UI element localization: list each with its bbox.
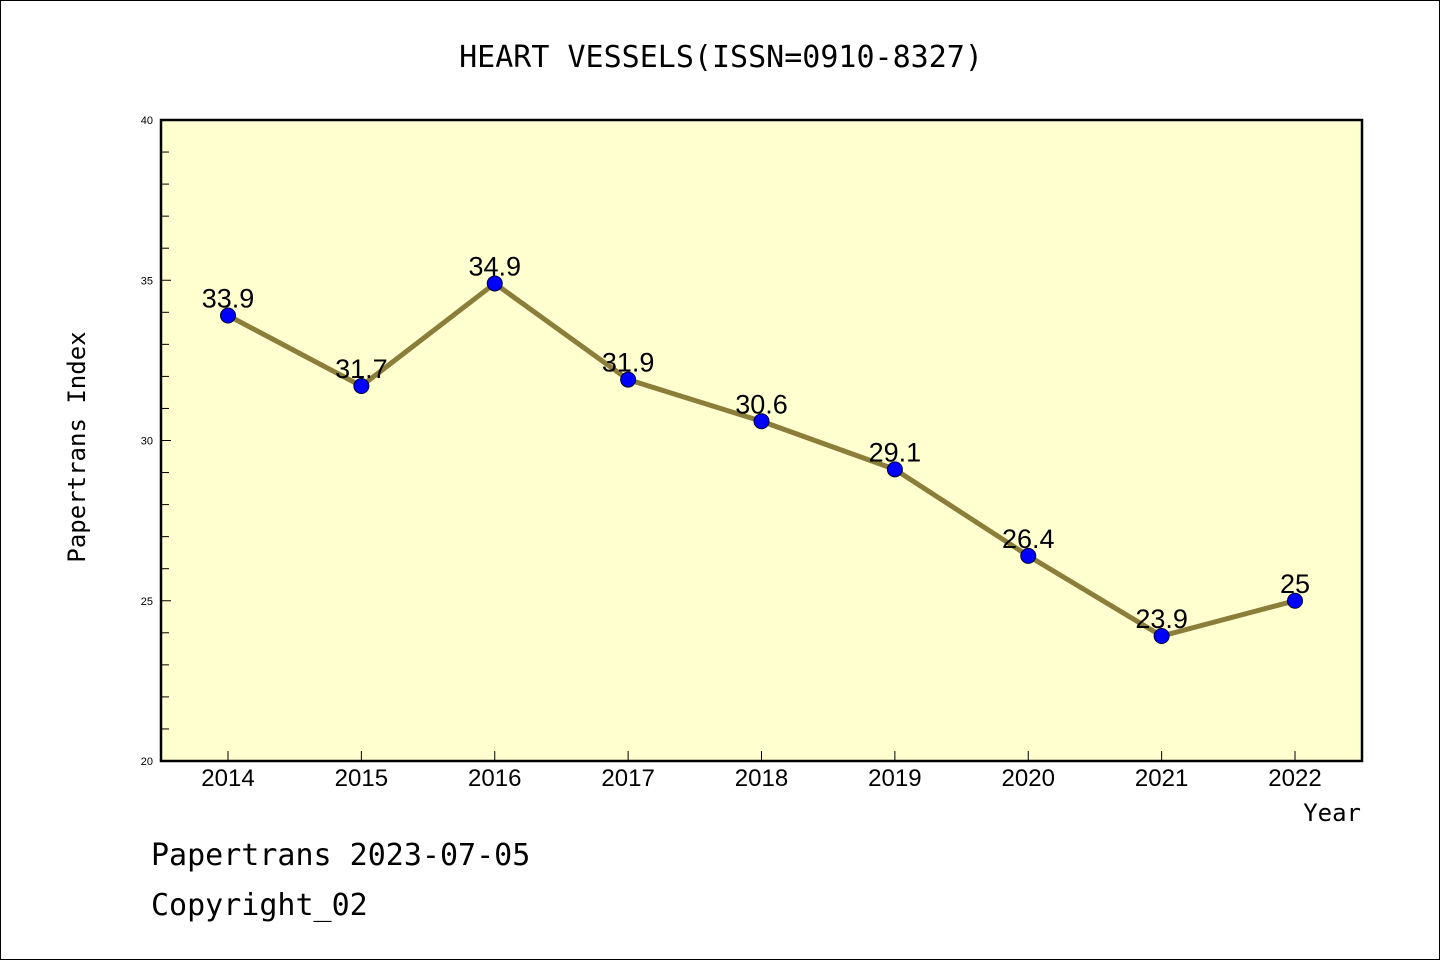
data-point <box>1020 547 1037 564</box>
data-label: 26.4 <box>1002 524 1055 554</box>
y-tick-label: 35 <box>141 275 153 287</box>
data-label: 25 <box>1280 569 1310 599</box>
y-tick-label: 40 <box>141 115 153 127</box>
data-label: 33.9 <box>202 284 255 314</box>
data-label: 30.6 <box>735 389 788 419</box>
y-tick-label: 20 <box>141 756 153 768</box>
y-axis: 20 25 30 35 40 <box>141 115 171 768</box>
y-tick-label: 30 <box>141 436 153 448</box>
y-tick-label: 25 <box>141 596 153 608</box>
data-label: 34.9 <box>468 251 521 281</box>
data-label: 29.1 <box>869 437 922 467</box>
x-tick-label: 2021 <box>1135 765 1188 792</box>
data-labels: 33.9 31.7 34.9 31.9 30.6 29.1 26.4 23.9 25 <box>202 251 1310 634</box>
data-points <box>220 275 1303 645</box>
x-tick-label: 2015 <box>335 765 388 792</box>
data-label: 31.9 <box>602 348 655 378</box>
footer-date: Papertrans 2023-07-05 <box>151 838 530 873</box>
data-point <box>220 307 236 324</box>
data-point <box>1153 628 1170 645</box>
data-point <box>886 461 903 478</box>
data-point <box>620 371 637 388</box>
plot-area <box>159 118 1364 763</box>
data-point <box>486 275 503 292</box>
x-tick-label: 2019 <box>868 765 921 792</box>
data-point <box>353 378 370 395</box>
x-tick-label: 2020 <box>1002 765 1055 792</box>
x-axis: 2014 2015 2016 2017 2018 2019 2020 2021 2022 <box>201 751 1322 792</box>
data-label: 31.7 <box>335 354 388 384</box>
y-axis-label: Papertrans Index <box>63 331 91 562</box>
x-tick-label: 2022 <box>1268 765 1321 792</box>
x-tick-label: 2017 <box>601 765 654 792</box>
data-point <box>753 413 770 430</box>
data-point <box>1287 592 1303 609</box>
x-axis-label: Year <box>1303 799 1361 827</box>
footer-copyright: Copyright_02 <box>151 888 368 923</box>
x-tick-label: 2016 <box>468 765 521 792</box>
data-label: 23.9 <box>1135 604 1188 634</box>
x-tick-label: 2018 <box>735 765 788 792</box>
chart-title: HEART VESSELS(ISSN=0910-8327) <box>459 40 983 75</box>
x-tick-label: 2014 <box>201 765 254 792</box>
